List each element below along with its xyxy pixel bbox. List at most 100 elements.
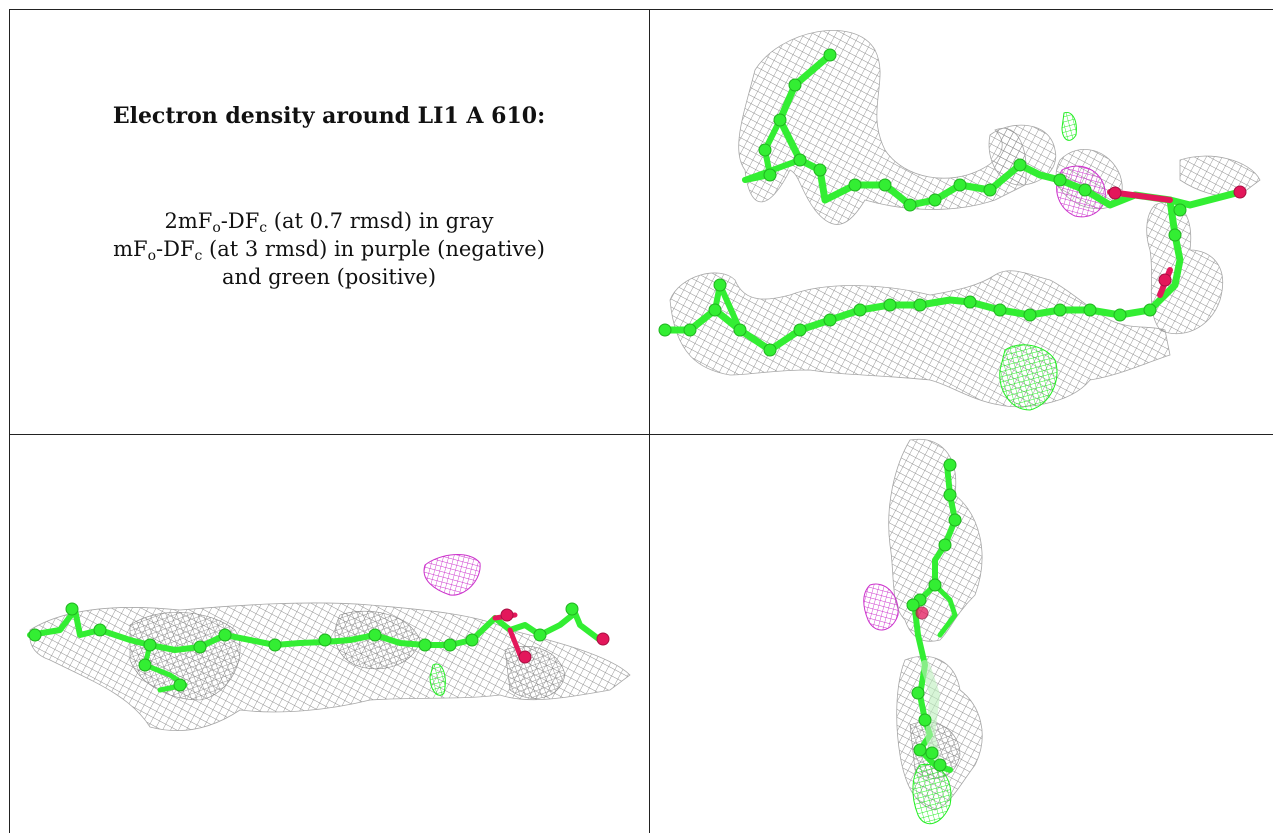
atom [911,686,925,700]
atom [733,323,747,337]
atom [1023,308,1037,322]
density-image-bottom-right [863,438,983,825]
atom [925,746,939,760]
atom [763,343,777,357]
atom [318,633,332,647]
atom [823,48,837,62]
table-border-top [9,9,1273,10]
atom [713,278,727,292]
atom [138,658,152,672]
atom [963,295,977,309]
table-border-center [649,9,650,833]
atom [1108,186,1122,200]
positive-density-blob-large [999,344,1058,411]
legend-text: 2mFo-DFc (at 0.7 rmsd) in gray mFo-DFc (… [9,207,649,291]
atom [173,678,187,692]
atom [883,298,897,312]
atom [1143,303,1157,317]
legend-line2-sub1: o [147,248,157,264]
atom [983,183,997,197]
atom [565,602,579,616]
atom [28,628,42,642]
atom [465,633,479,647]
density-view-top-right [650,10,1273,434]
atom [368,628,382,642]
gray-mesh-right-tip [1179,155,1261,197]
atom [1083,303,1097,317]
atom [533,628,547,642]
ligand-chain-side [27,607,603,653]
atom [943,458,957,472]
atom [218,628,232,642]
legend-line2-prefix: mF [113,237,148,261]
atom [1013,158,1027,172]
legend-line2-sub2: c [194,248,203,264]
gray-mesh-upper-mid [988,124,1057,186]
atom [758,143,772,157]
atom [268,638,282,652]
density-image-top-right [658,29,1261,411]
legend-line1-mid: -DF [220,209,260,233]
legend-line1-sub2: c [259,220,268,236]
atom [793,153,807,167]
carbon-atoms-top-right [658,48,1187,357]
table-border-left [9,9,10,833]
atom [993,303,1007,317]
atom [928,578,942,592]
atom [915,606,929,620]
legend-line-positive: and green (positive) [221,265,437,289]
atom [928,193,942,207]
carbon-atoms-bottom-right [906,458,962,772]
table-border-middle [9,434,1273,435]
atom [1168,228,1182,242]
oxygen-atoms-top-right [1108,185,1247,287]
legend-line-gray: 2mFo-DFc (at 0.7 rmsd) in gray [9,207,649,235]
negative-density-blob [863,583,899,631]
negative-density-blob [423,554,481,596]
ligand-faded-segment [920,660,940,760]
gray-mesh-lower-chain [669,270,1171,408]
atom [813,163,827,177]
atom [500,608,514,622]
atom [93,623,107,637]
gray-mesh-right-bend [1146,201,1224,334]
atom [418,638,432,652]
atom [933,758,947,772]
positive-density-blob [912,763,952,825]
legend-line1-sub1: o [212,220,221,236]
atom [1053,303,1067,317]
legend-line1-suffix: (at 0.7 rmsd) in gray [267,209,494,233]
atom [788,78,802,92]
atom [913,298,927,312]
atom [823,313,837,327]
atom [903,198,917,212]
legend-line1-prefix: 2mF [164,209,213,233]
atom [938,538,952,552]
ligand-chain-end-on [912,462,958,773]
gray-mesh-upper-column [888,438,983,642]
legend-line-difference: mFo-DFc (at 3 rmsd) in purple (negative) [9,235,649,263]
gray-mesh-dense-left [129,611,241,701]
oxygen-bond [507,627,523,658]
atom [658,323,672,337]
atom [906,598,920,612]
atom [143,638,157,652]
density-image-bottom-left [27,554,631,732]
atom [1233,185,1247,199]
atom [443,638,457,652]
legend-line2-mid: -DF [156,237,195,261]
atom [948,513,962,527]
atom [913,743,927,757]
atom [1173,203,1187,217]
density-view-bottom-left [10,435,649,833]
positive-density-blob [429,663,446,696]
atom [918,713,932,727]
positive-density-blob-small [1061,111,1077,141]
ligand-branch-end-on [932,582,958,638]
atom [518,650,532,664]
legend-line2-suffix: (at 3 rmsd) in purple (negative) [202,237,545,261]
atom [596,632,610,646]
atom [193,640,207,654]
atom [848,178,862,192]
